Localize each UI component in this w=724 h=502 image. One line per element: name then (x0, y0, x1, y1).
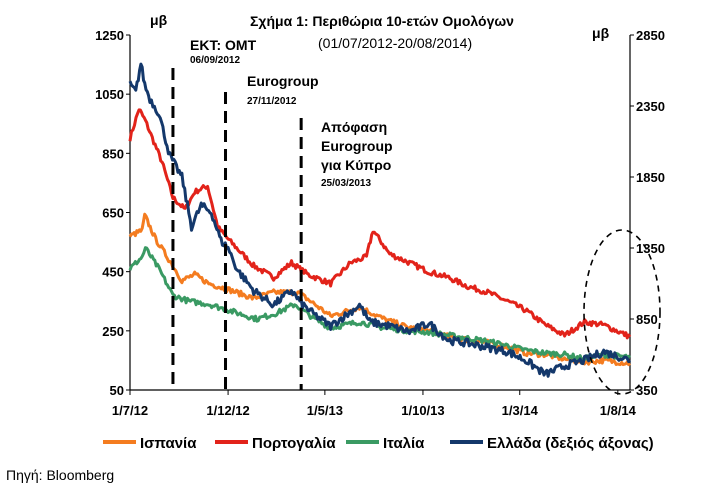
annotation-omt-title: ΕΚΤ: OMT (190, 37, 257, 53)
left-tick-label: 50 (110, 383, 124, 398)
annotation-cyprus-title-3: για Κύπρο (321, 157, 391, 173)
series-layer (128, 62, 632, 378)
left-tick-label: 1050 (95, 87, 124, 102)
source-note: Πηγή: Bloomberg (6, 467, 115, 483)
annotation-eurogroup-title: Eurogroup (247, 73, 319, 89)
annotation-omt-date: 06/09/2012 (190, 55, 240, 66)
legend-label-italy: Ιταλία (383, 435, 425, 452)
right-tick-label: 2350 (636, 99, 665, 114)
left-tick-label: 850 (102, 146, 124, 161)
left-axis-unit: μβ (150, 12, 168, 28)
x-tick-label: 1/3/14 (502, 403, 539, 418)
x-tick-label: 1/10/13 (401, 403, 444, 418)
legend: Ισπανία Πορτογαλία Ιταλία Ελλάδα (δεξιός… (103, 435, 654, 452)
series-line-italy (128, 246, 631, 362)
right-tick-label: 1350 (636, 241, 665, 256)
event-lines (171, 68, 303, 390)
legend-label-portugal: Πορτογαλία (252, 435, 336, 452)
annotation-cyprus-title-2: Eurogroup (321, 138, 393, 154)
chart-subtitle: (01/07/2012-20/08/2014) (318, 35, 472, 51)
left-tick-label: 650 (102, 206, 124, 221)
series-line-greece (128, 62, 632, 378)
x-tick-label: 1/8/14 (600, 403, 637, 418)
series-line-portugal (128, 108, 632, 340)
right-tick-label: 2850 (636, 28, 665, 43)
right-tick-label: 1850 (636, 170, 665, 185)
axes: 50 250 450 650 850 1050 1250 350 850 1350 1850 2350… (95, 28, 665, 418)
x-tick-label: 1/5/13 (307, 403, 343, 418)
right-tick-label: 850 (636, 312, 658, 327)
annotation-eurogroup-date: 27/11/2012 (247, 96, 297, 107)
left-tick-label: 1250 (95, 28, 124, 43)
chart-title: Σχήμα 1: Περιθώρια 10-ετών Ομολόγων (250, 13, 514, 29)
legend-label-greece: Ελλάδα (δεξιός άξονας) (487, 435, 654, 452)
x-tick-label: 1/7/12 (112, 403, 148, 418)
left-tick-label: 250 (102, 324, 124, 339)
bond-spread-chart: Σχήμα 1: Περιθώρια 10-ετών Ομολόγων (01/… (95, 12, 665, 452)
right-axis-unit: μβ (592, 25, 610, 41)
right-tick-label: 350 (636, 383, 658, 398)
left-tick-label: 450 (102, 265, 124, 280)
highlight-ellipse (583, 229, 661, 395)
annotation-cyprus-title-1: Απόφαση (321, 119, 387, 135)
x-tick-label: 1/12/12 (206, 403, 249, 418)
series-line-spain (128, 212, 631, 367)
legend-label-spain: Ισπανία (140, 435, 197, 452)
annotation-cyprus-date: 25/03/2013 (321, 178, 371, 189)
